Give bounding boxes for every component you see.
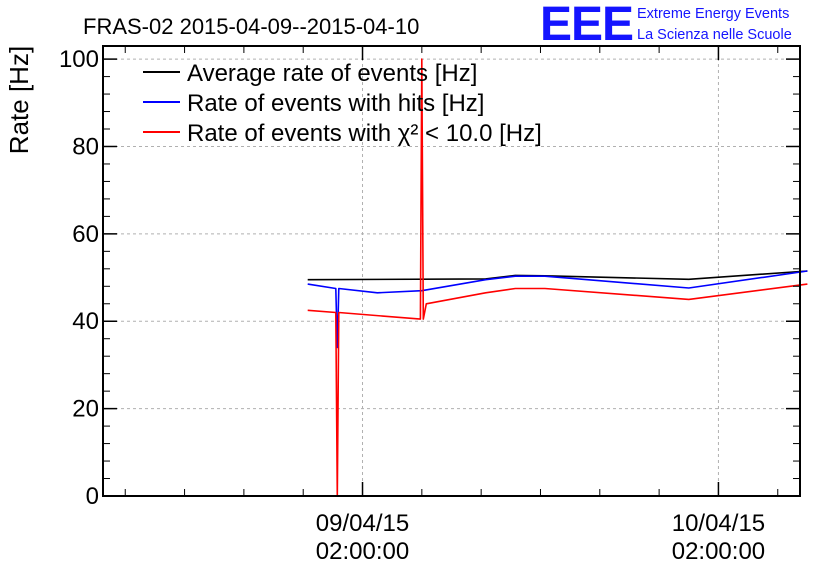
y-tick-label: 40 (72, 308, 99, 335)
series-line-1 (307, 270, 808, 349)
legend-entry-0: Average rate of events [Hz] (187, 60, 477, 87)
grid-lines (103, 46, 800, 496)
axis-ticks (103, 46, 800, 497)
logo-line1: Extreme Energy Events (637, 6, 789, 22)
y-tick-label: 60 (72, 221, 99, 248)
y-tick-label: 100 (59, 46, 99, 73)
y-tick-label: 0 (86, 483, 99, 510)
tick-labels: 02040608010009/04/1502:00:0010/04/1502:0… (59, 46, 765, 565)
legend: Average rate of events [Hz] Rate of event… (143, 60, 542, 147)
x-tick-date: 10/04/15 (672, 510, 765, 537)
x-tick-time: 02:00:00 (672, 538, 765, 565)
y-tick-label: 20 (72, 396, 99, 423)
x-tick-time: 02:00:00 (316, 538, 409, 565)
logo-letters: EEE (540, 0, 633, 51)
logo-line2: La Scienza nelle Scuole (637, 27, 792, 43)
series-line-0 (307, 270, 808, 281)
plot-frame (102, 45, 801, 497)
y-tick-label: 80 (72, 133, 99, 160)
legend-entry-1: Rate of events with hits [Hz] (187, 90, 484, 117)
x-tick-date: 09/04/15 (316, 510, 409, 537)
y-axis-label: Rate [Hz] (4, 46, 34, 154)
legend-entry-2: Rate of events with χ² < 10.0 [Hz] (187, 120, 542, 147)
eee-logo: EEE Extreme Energy Events La Scienza nel… (540, 0, 792, 51)
chart-title: FRAS-02 2015-04-09--2015-04-10 (83, 14, 419, 39)
